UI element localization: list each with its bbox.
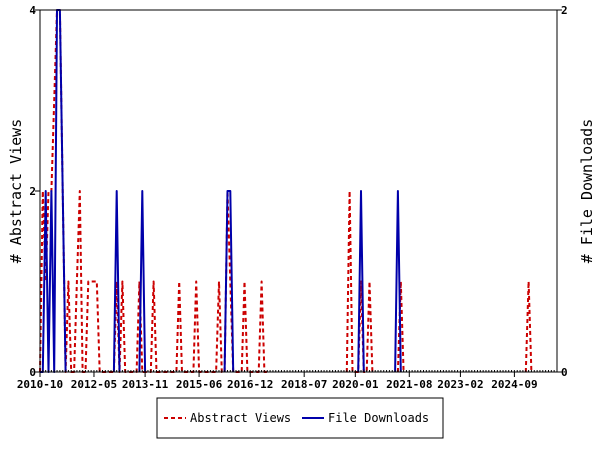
legend-box xyxy=(156,397,444,439)
y-left-tick-label: 0 xyxy=(29,366,36,379)
series-line-file-downloads xyxy=(40,9,67,373)
x-tick-label: 2013-11 xyxy=(122,378,169,391)
y-axis-right-title: # File Downloads xyxy=(578,119,596,264)
series-line-file-downloads xyxy=(394,190,402,373)
y-right-tick-label: 0 xyxy=(561,366,568,379)
series-line-file-downloads xyxy=(357,190,365,373)
x-tick-label: 2016-12 xyxy=(227,378,273,391)
x-tick-label: 2024-09 xyxy=(491,378,537,391)
x-tick-label: 2012-05 xyxy=(71,378,117,391)
series-line-abstract-views xyxy=(396,280,405,373)
series-line-file-downloads xyxy=(112,190,121,373)
y-right-tick-label: 2 xyxy=(561,4,568,17)
x-axis: 2010-10 2012-05 2013-11 2015-06 2016-12 2018-… xyxy=(17,370,558,391)
series-line-file-downloads xyxy=(223,190,235,373)
y-left-tick-label: 4 xyxy=(29,4,36,17)
legend: Abstract Views File Downloads xyxy=(156,397,444,439)
y-left-tick-label: 2 xyxy=(29,185,36,198)
series-line-abstract-views xyxy=(39,9,268,373)
series-line-abstract-views xyxy=(524,280,533,373)
x-tick-label: 2021-08 xyxy=(386,378,432,391)
y-axis-right: 02 xyxy=(557,4,568,379)
x-tick-label: 2015-06 xyxy=(176,378,223,391)
legend-label: Abstract Views xyxy=(190,411,291,425)
y-axis-left: 0 2 4 xyxy=(29,4,40,379)
series-line-file-downloads xyxy=(138,190,147,373)
series-layer xyxy=(39,9,533,373)
x-tick-label: 2018-07 xyxy=(281,378,327,391)
x-tick-label: 2020-01 xyxy=(332,378,379,391)
y-axis-left-title: # Abstract Views xyxy=(7,119,25,264)
legend-label: File Downloads xyxy=(328,411,429,425)
x-tick-label: 2023-02 xyxy=(437,378,483,391)
x-tick-label: 2010-10 xyxy=(17,378,63,391)
